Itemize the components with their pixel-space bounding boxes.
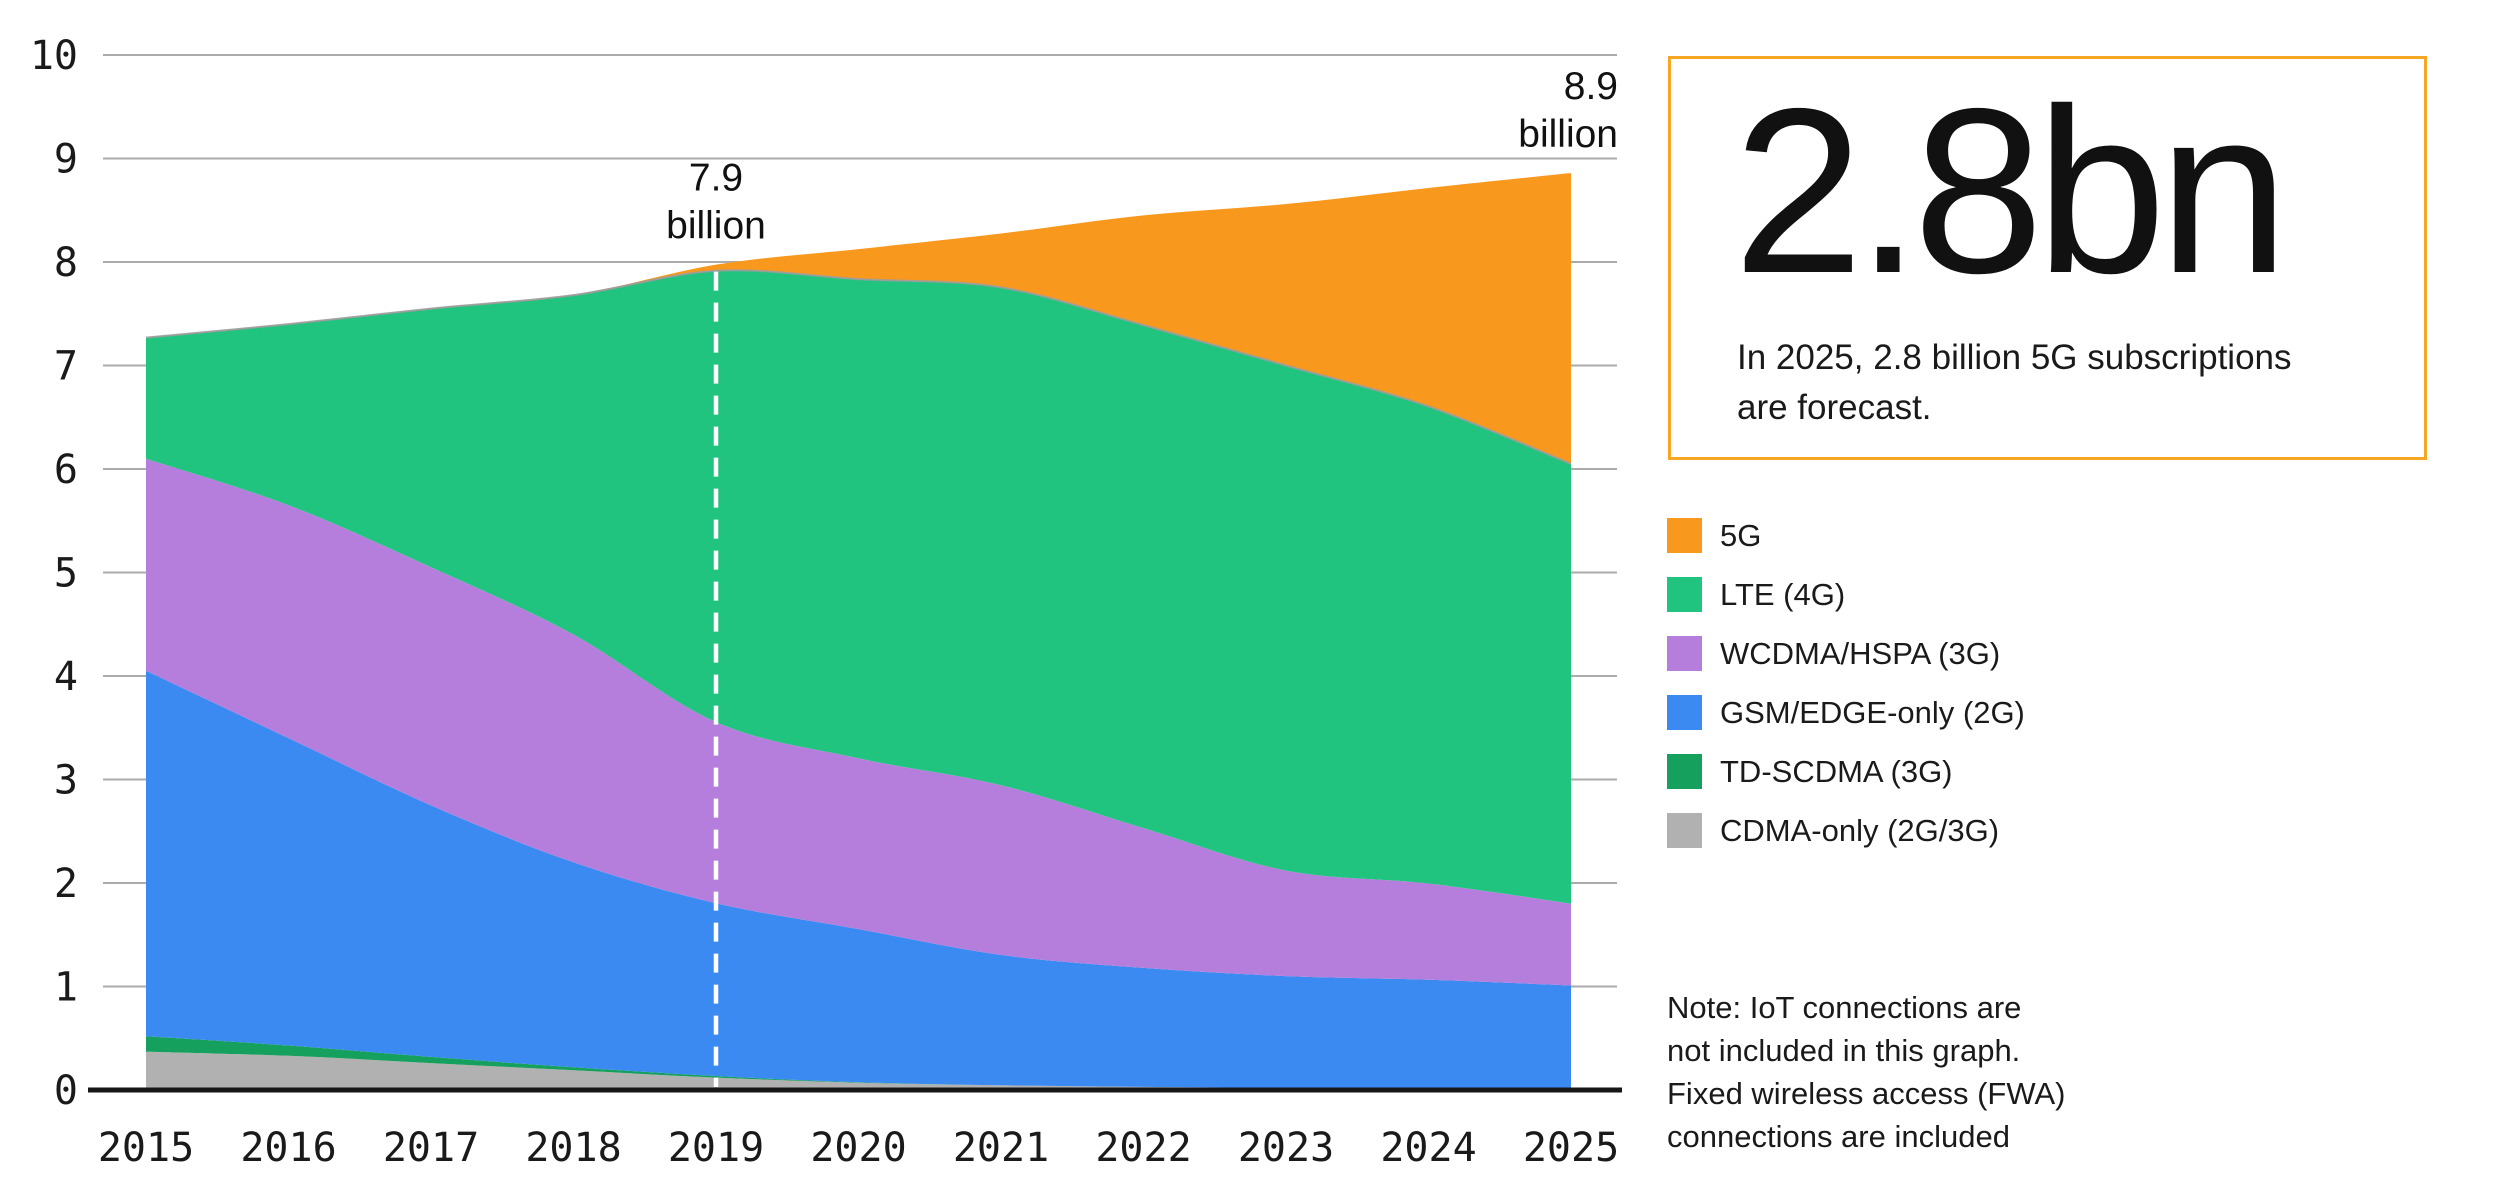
- x-tick-label-2023: 2023: [1238, 1125, 1334, 1171]
- legend-item-gsm-edge-only-2g: GSM/EDGE-only (2G): [1667, 695, 2025, 730]
- y-tick-label-9: 9: [54, 137, 78, 183]
- legend-swatch-td-scdma-3g: [1667, 754, 1702, 789]
- annotation-2019-line1: 7.9: [689, 157, 743, 200]
- annotation-2019-line2: billion: [666, 205, 766, 248]
- callout-headline: 2.8bn: [1733, 59, 2289, 322]
- area-cdma-only-2g-3g: [146, 1051, 1571, 1090]
- legend-swatch-lte-4g: [1667, 577, 1702, 612]
- x-tick-label-2015: 2015: [98, 1125, 194, 1171]
- x-tick-label-2022: 2022: [1095, 1125, 1191, 1171]
- legend-swatch-wcdma-hspa-3g: [1667, 636, 1702, 671]
- y-tick-label-10: 10: [30, 33, 78, 79]
- y-tick-label-5: 5: [54, 551, 78, 597]
- y-tick-label-2: 2: [54, 861, 78, 907]
- legend-swatch-5g: [1667, 518, 1702, 553]
- legend-item-cdma-only-2g-3g: CDMA-only (2G/3G): [1667, 813, 2025, 848]
- y-tick-label-0: 0: [54, 1068, 78, 1114]
- legend-label-lte-4g: LTE (4G): [1720, 576, 1846, 612]
- x-tick-label-2020: 2020: [810, 1125, 906, 1171]
- legend-item-td-scdma-3g: TD-SCDMA (3G): [1667, 754, 2025, 789]
- legend-label-td-scdma-3g: TD-SCDMA (3G): [1720, 753, 1953, 789]
- x-tick-label-2025: 2025: [1523, 1125, 1619, 1171]
- footnote-line3: Fixed wireless access (FWA): [1667, 1076, 2066, 1111]
- legend-label-cdma-only-2g-3g: CDMA-only (2G/3G): [1720, 812, 2000, 848]
- annotation-2025-line2: billion: [1518, 113, 1618, 156]
- y-tick-label-8: 8: [54, 240, 78, 286]
- x-tick-label-2024: 2024: [1380, 1125, 1476, 1171]
- annotation-2025-line1: 8.9: [1564, 65, 1618, 108]
- area-gsm-edge-only-2g: [146, 670, 1571, 1089]
- area-wcdma-hspa-3g: [146, 458, 1571, 986]
- callout-description: In 2025, 2.8 billion 5G subscriptions ar…: [1737, 333, 2292, 433]
- callout-box: 2.8bn In 2025, 2.8 billion 5G subscripti…: [1668, 56, 2427, 460]
- y-tick-label-1: 1: [54, 965, 78, 1011]
- y-tick-label-6: 6: [54, 447, 78, 493]
- legend: 5G LTE (4G) WCDMA/HSPA (3G) GSM/EDGE-only (…: [1667, 518, 2025, 872]
- x-tick-label-2017: 2017: [383, 1125, 479, 1171]
- total-outline: [145, 269, 1572, 465]
- y-tick-label-7: 7: [54, 344, 78, 390]
- x-tick-label-2019: 2019: [668, 1125, 764, 1171]
- footnote-line1: Note: IoT connections are: [1667, 990, 2022, 1025]
- legend-label-wcdma-hspa-3g: WCDMA/HSPA (3G): [1720, 635, 2001, 671]
- legend-label-gsm-edge-only-2g: GSM/EDGE-only (2G): [1720, 694, 2025, 730]
- y-tick-label-3: 3: [54, 758, 78, 804]
- legend-swatch-gsm-edge-only-2g: [1667, 695, 1702, 730]
- footnote: Note: IoT connections are not included i…: [1667, 986, 2065, 1158]
- legend-item-lte-4g: LTE (4G): [1667, 577, 2025, 612]
- x-tick-label-2021: 2021: [953, 1125, 1049, 1171]
- legend-item-wcdma-hspa-3g: WCDMA/HSPA (3G): [1667, 636, 2025, 671]
- area-5g: [146, 173, 1571, 464]
- callout-description-line2: are forecast.: [1737, 388, 1932, 427]
- legend-label-5g: 5G: [1720, 517, 1762, 553]
- footnote-line2: not included in this graph.: [1667, 1033, 2021, 1068]
- footnote-line4: connections are included: [1667, 1119, 2010, 1154]
- area-td-scdma-3g: [146, 1036, 1571, 1089]
- area-lte-4g: [146, 270, 1571, 904]
- y-tick-label-4: 4: [54, 654, 78, 700]
- x-tick-label-2016: 2016: [240, 1125, 336, 1171]
- x-tick-label-2018: 2018: [525, 1125, 621, 1171]
- callout-description-line1: In 2025, 2.8 billion 5G subscriptions: [1737, 338, 2292, 377]
- legend-swatch-cdma-only-2g-3g: [1667, 813, 1702, 848]
- legend-item-5g: 5G: [1667, 518, 2025, 553]
